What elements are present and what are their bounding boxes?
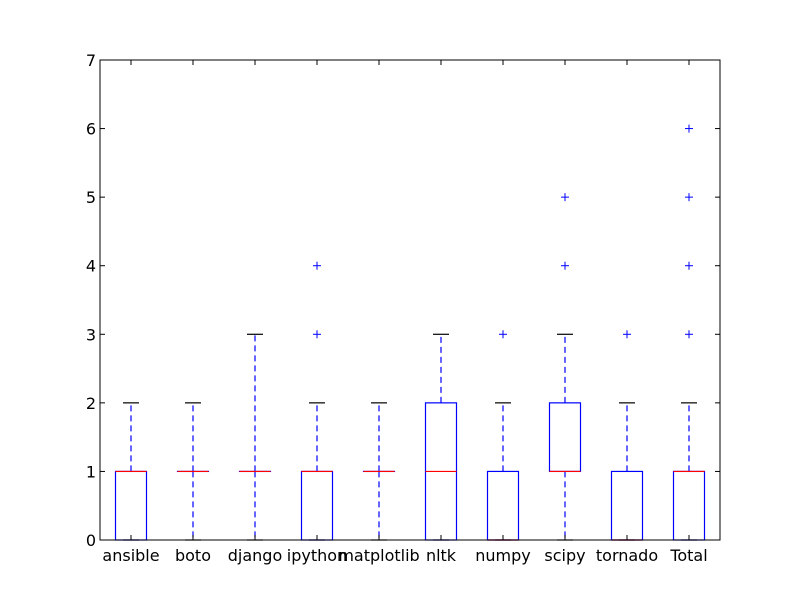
outlier-point [685, 261, 693, 270]
y-tick-label: 4 [86, 257, 96, 276]
outlier-point [499, 330, 507, 339]
box [548, 402, 582, 473]
box-group-nltk [424, 333, 458, 541]
x-tick-label: nltk [426, 546, 457, 565]
box [114, 470, 148, 541]
outlier-point [561, 261, 569, 270]
outlier-point [623, 330, 631, 339]
x-tick-label: numpy [475, 546, 531, 565]
box-group-boto [176, 402, 210, 541]
outlier-point [685, 193, 693, 202]
y-tick-label: 0 [86, 531, 96, 550]
x-tick-label: scipy [544, 546, 585, 565]
outlier-point [685, 124, 693, 133]
outlier-point [313, 261, 321, 270]
plot-marks [114, 124, 706, 541]
box-group-matplotlib [362, 402, 396, 541]
x-tick-label: ansible [102, 546, 159, 565]
box [610, 470, 644, 541]
x-tick-label: Total [669, 546, 707, 565]
box-group-ipython [300, 261, 334, 541]
box [672, 470, 706, 541]
x-tick-label: tornado [596, 546, 658, 565]
box-group-Total [672, 124, 706, 541]
outlier-point [685, 330, 693, 339]
outlier-point [313, 330, 321, 339]
y-tick-label: 5 [86, 188, 96, 207]
y-tick-label: 3 [86, 325, 96, 344]
box-group-numpy [486, 330, 520, 541]
box-group-scipy [548, 193, 582, 541]
x-tick-label: django [228, 546, 283, 565]
box [486, 470, 520, 541]
y-tick-label: 7 [86, 51, 96, 70]
box-group-tornado [610, 330, 644, 541]
box-group-django [238, 333, 272, 541]
x-tick-label: boto [175, 546, 211, 565]
y-tick-label: 6 [86, 120, 96, 139]
box [300, 470, 334, 541]
axes-frame [99, 59, 721, 541]
y-tick-label: 1 [86, 462, 96, 481]
box-group-ansible [114, 402, 148, 541]
x-tick-label: ipython [287, 546, 347, 565]
outlier-point [561, 193, 569, 202]
y-tick-label: 2 [86, 394, 96, 413]
x-tick-label: matplotlib [338, 546, 419, 565]
y-axis: 0 1 2 3 4 5 6 7 [86, 51, 720, 550]
